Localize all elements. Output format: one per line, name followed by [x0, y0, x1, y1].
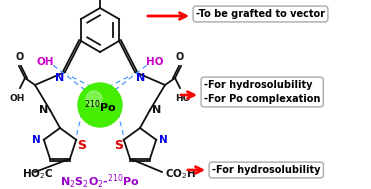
Text: HO$_2$C: HO$_2$C	[22, 167, 53, 181]
Text: N: N	[136, 73, 145, 83]
Text: N: N	[159, 135, 168, 145]
Text: N: N	[32, 135, 41, 145]
Text: HO: HO	[146, 57, 164, 67]
Text: N: N	[55, 73, 64, 83]
Text: OH: OH	[9, 94, 25, 103]
Text: -To be grafted to vector: -To be grafted to vector	[196, 9, 325, 19]
Text: HO: HO	[175, 94, 191, 103]
Text: S: S	[77, 139, 86, 152]
Circle shape	[78, 83, 122, 127]
Text: $^{210}$Po: $^{210}$Po	[84, 99, 116, 115]
Text: N: N	[39, 105, 48, 115]
Text: CO$_2$H: CO$_2$H	[165, 167, 196, 181]
Text: S: S	[114, 139, 123, 152]
Text: N$_2$S$_2$O$_2$-$^{210}$Po: N$_2$S$_2$O$_2$-$^{210}$Po	[60, 173, 140, 189]
Text: -For hydrosolubility
-For Po complexation: -For hydrosolubility -For Po complexatio…	[204, 80, 321, 104]
Circle shape	[86, 91, 102, 107]
Text: O: O	[176, 52, 184, 62]
Text: O: O	[16, 52, 24, 62]
Text: N: N	[152, 105, 161, 115]
Text: OH: OH	[36, 57, 54, 67]
Text: -For hydrosolubility: -For hydrosolubility	[212, 165, 321, 175]
